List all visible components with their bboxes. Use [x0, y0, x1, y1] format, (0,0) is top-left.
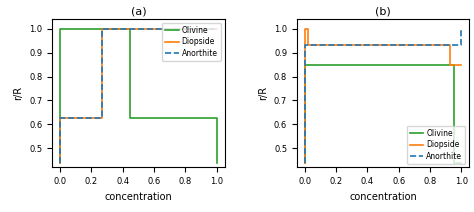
Anorthite	[57, 117, 63, 120]
Anorthite	[100, 117, 105, 120]
Olivine	[451, 161, 456, 164]
Anorthite	[302, 161, 308, 164]
Olivine	[214, 161, 219, 164]
Diopside	[214, 27, 219, 30]
Anorthite	[458, 27, 464, 30]
Olivine	[128, 117, 133, 120]
Anorthite	[458, 44, 464, 47]
Olivine	[57, 27, 63, 30]
Diopside	[100, 27, 105, 30]
Diopside	[305, 27, 311, 30]
Line: Olivine: Olivine	[60, 29, 217, 163]
Diopside	[57, 117, 63, 120]
Olivine	[128, 27, 133, 30]
Anorthite	[57, 161, 63, 164]
Diopside	[302, 27, 308, 30]
Olivine	[302, 63, 308, 66]
Diopside	[458, 63, 464, 66]
Anorthite	[100, 27, 105, 30]
Anorthite	[447, 44, 453, 47]
Diopside	[305, 44, 311, 47]
Line: Olivine: Olivine	[305, 65, 461, 163]
Olivine	[302, 161, 308, 164]
Y-axis label: r/R: r/R	[258, 86, 268, 100]
X-axis label: concentration: concentration	[104, 192, 172, 202]
Diopside	[100, 117, 105, 120]
Line: Anorthite: Anorthite	[305, 29, 461, 163]
Olivine	[214, 117, 219, 120]
Title: (a): (a)	[130, 7, 146, 17]
Diopside	[57, 161, 63, 164]
Y-axis label: r/R: r/R	[14, 86, 24, 100]
Diopside	[447, 44, 453, 47]
Line: Diopside: Diopside	[305, 29, 461, 163]
Olivine	[310, 63, 315, 66]
Line: Anorthite: Anorthite	[60, 29, 217, 163]
Legend: Olivine, Diopside, Anorthite: Olivine, Diopside, Anorthite	[407, 126, 465, 164]
Olivine	[57, 161, 63, 164]
Line: Diopside: Diopside	[60, 29, 217, 163]
Title: (b): (b)	[375, 7, 391, 17]
Diopside	[447, 63, 453, 66]
Olivine	[310, 63, 315, 66]
Legend: Olivine, Diopside, Anorthite: Olivine, Diopside, Anorthite	[162, 23, 221, 61]
Anorthite	[302, 44, 308, 47]
X-axis label: concentration: concentration	[349, 192, 417, 202]
Diopside	[302, 161, 308, 164]
Anorthite	[214, 27, 219, 30]
Olivine	[458, 161, 464, 164]
Olivine	[451, 63, 456, 66]
Anorthite	[447, 44, 453, 47]
